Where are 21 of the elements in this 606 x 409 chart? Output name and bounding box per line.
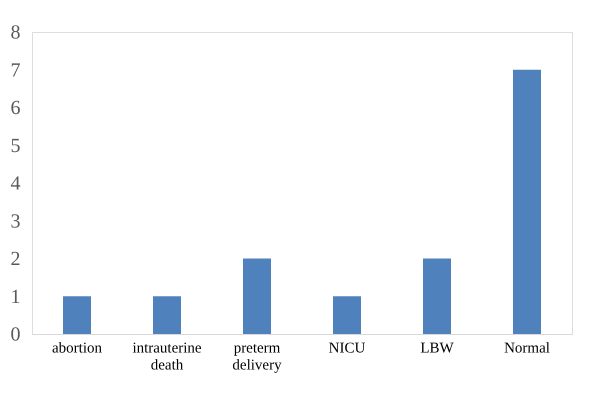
x-tick-label: NICU: [328, 340, 366, 356]
y-tick-label: 2: [10, 248, 20, 270]
y-tick-label: 6: [10, 97, 20, 119]
y-tick-label: 3: [10, 210, 20, 232]
y-tick-label: 8: [10, 22, 20, 44]
y-tick-label: 0: [10, 324, 20, 346]
bar: [243, 258, 271, 334]
bar: [153, 296, 181, 334]
y-tick-label: 5: [10, 134, 20, 157]
bar: [333, 296, 361, 334]
y-tick-label: 4: [10, 172, 20, 194]
x-tick-label: preterm delivery: [232, 340, 282, 374]
x-tick-label: intrauterine death: [132, 340, 202, 374]
bar: [513, 70, 541, 334]
x-tick-label: LBW: [420, 340, 455, 356]
y-tick-label: 1: [10, 286, 20, 308]
y-tick-label: 7: [10, 59, 20, 82]
bar: [423, 258, 451, 334]
x-tick-label: abortion: [52, 340, 102, 356]
bar: [63, 296, 91, 334]
x-tick-label: Normal: [504, 340, 550, 356]
